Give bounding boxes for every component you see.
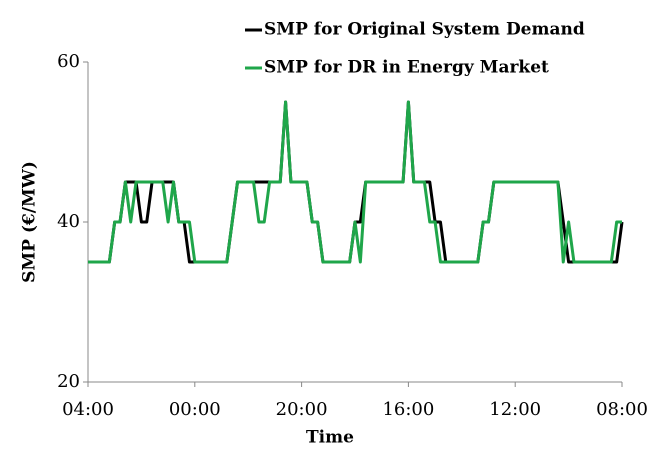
x-tick-label: 20:00 (276, 399, 328, 420)
x-tick-label: 00:00 (169, 399, 221, 420)
series-line (88, 100, 622, 264)
x-tick-label: 12:00 (489, 399, 541, 420)
y-tick-label: 40 (57, 211, 80, 232)
y-axis-label: SMP (€/MW) (20, 161, 40, 283)
legend-label: SMP for Original System Demand (264, 20, 585, 40)
x-axis-label: Time (306, 428, 354, 448)
y-tick-label: 60 (57, 51, 80, 72)
y-tick-label: 20 (57, 371, 80, 392)
x-tick-label: 08:00 (596, 399, 648, 420)
legend-label: SMP for DR in Energy Market (264, 58, 549, 78)
x-tick-label: 04:00 (62, 399, 114, 420)
x-tick-label: 16:00 (382, 399, 434, 420)
